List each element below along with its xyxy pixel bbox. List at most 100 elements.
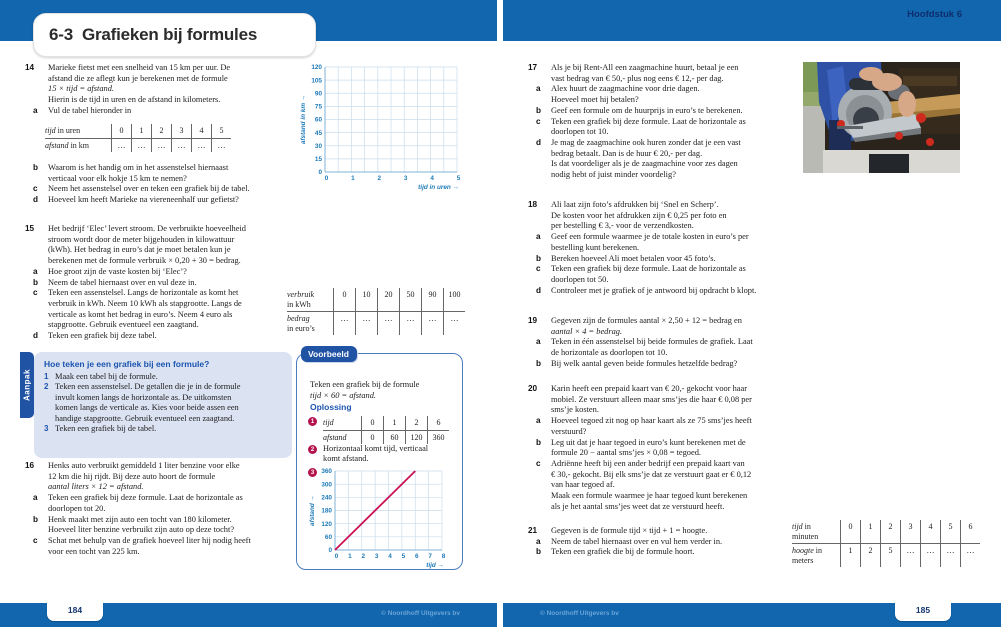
problem-text: Hoeveel liter benzine verbruikt zijn aut…	[48, 525, 235, 535]
problem-row: doorlopen tot 20.	[25, 504, 313, 515]
aanpak-step-line: 2 Teken een assenstelsel. De getallen die…	[44, 382, 282, 392]
voorbeeld-box: Voorbeeld Teken een grafiek bij de formu…	[296, 346, 463, 570]
problem-row: Hoeveel moet hij betalen?	[528, 95, 820, 106]
problem-row: Hierin is de tijd in uren en de afstand …	[25, 95, 305, 106]
problem-text: Je mag de zaagmachine ook huren zonder d…	[551, 137, 741, 147]
problem-row: per bestelling € 3,- voor de verzendkost…	[528, 221, 823, 232]
problem-text: 15 × tijd = afstand.	[48, 84, 114, 94]
problem-row: b Henk maakt met zijn auto een tocht van …	[25, 515, 313, 526]
problem-text: Controleer met je grafiek of je antwoord…	[551, 285, 757, 295]
aanpak-step-line: komen langs de verticale as. Kies voor b…	[44, 403, 282, 413]
problem-row: 15 Het bedrijf ‘Elec’ levert stroom. De v…	[25, 224, 305, 235]
section-number: 6-3	[49, 25, 73, 44]
item-letter: a	[536, 536, 541, 546]
table-21a: tijd in minuten 0 1 2 3 4 5 6 hoogte in meters 1 2 5……	[792, 520, 980, 567]
svg-text:45: 45	[315, 130, 323, 137]
table-cell: 50	[399, 288, 421, 311]
aanpak-step-line: invult komen langs de horizontale as. De…	[44, 393, 282, 403]
problem-row: voor een tocht van 225 km.	[25, 547, 313, 558]
problem-text: voor een tocht van 225 km.	[48, 546, 140, 556]
problem-number: 19	[528, 316, 538, 325]
problem-row: a Alex huurt de zaagmachine voor drie dag…	[528, 84, 820, 95]
problem-text: Gegeven zijn de formules aantal × 2,50 +…	[551, 316, 742, 325]
svg-text:0: 0	[325, 175, 329, 182]
voorbeeld-formula: tijd × 60 = afstand.	[310, 390, 376, 400]
table-row-label: hoogte in meters	[792, 546, 823, 565]
problem-text: verticaal voor elk hokje 15 km te nemen?	[48, 173, 187, 183]
svg-text:15: 15	[315, 156, 323, 163]
problem-text: de horizontale as doorlopen tot 10.	[551, 348, 668, 358]
problem-text: Neem de tabel hiernaast over en vul hem …	[551, 536, 723, 546]
step-text: Maak een tabel bij de formule.	[55, 372, 158, 381]
step-text: invult komen langs de horizontale as. De…	[55, 392, 232, 402]
table-cell: 100	[443, 288, 465, 311]
problem-row: a Geef een formule waarmee je de totale k…	[528, 232, 823, 243]
table-cell: 120	[405, 430, 427, 444]
problem-text: formule 20 − aantal sms’jes × 0,08 = teg…	[551, 448, 701, 458]
table-cell: 60	[383, 430, 405, 444]
problem-row: berekenen met de formule verbruik × 0,20…	[25, 256, 305, 267]
item-letter: c	[536, 116, 541, 126]
problem-row: verticaal voor elk hokje 15 km te nemen?	[25, 174, 313, 185]
problem-text: van haar tegoed af.	[551, 480, 615, 490]
problem-row: aantal × 4 = bedrag.	[528, 327, 823, 338]
step-text: Teken een assenstelsel. De getallen die …	[55, 382, 241, 392]
voorbeeld-solution-label: Oplossing	[310, 402, 352, 412]
problem-row: b Bereken hoeveel Ali moet betalen voor 4…	[528, 254, 823, 265]
item-letter: a	[536, 337, 541, 347]
problem-number: 17	[528, 63, 538, 72]
problem-row: formule 20 − aantal sms’jes × 0,08 = teg…	[528, 448, 823, 459]
problem-text: Het bedrijf ‘Elec’ levert stroom. De ver…	[48, 224, 246, 233]
table-cell: 2	[151, 124, 171, 138]
table-cell: 3	[900, 520, 920, 543]
table-cell: 10	[355, 288, 377, 311]
item-letter: a	[536, 232, 541, 242]
problem-text: bestelling kunt berekenen.	[551, 242, 640, 252]
problem-text: doorlopen tot 10.	[551, 127, 609, 137]
table-cell: …	[355, 312, 377, 335]
table-cell: …	[171, 138, 191, 152]
voorbeeld-table: tijd 0 1 2 6 afstand 0 60 120 360	[323, 416, 449, 444]
item-letter: c	[33, 535, 38, 545]
problem-row: 15 × tijd = afstand.	[25, 84, 305, 95]
problem-row: d Je mag de zaagmachine ook huren zonder …	[528, 138, 820, 149]
table-row-label: tijd in uren	[45, 126, 81, 135]
svg-text:6: 6	[415, 553, 419, 560]
problem-text: Teken een assenstelsel. Langs de horizon…	[48, 288, 239, 298]
svg-text:1: 1	[348, 553, 352, 560]
chart-svg: 0 60 120 180 240 300 360 0 1 2 3 4 5 6 7 8 tijd → afstand…	[309, 468, 446, 569]
svg-text:60: 60	[315, 117, 323, 124]
problem-row: c Teken een assenstelsel. Langs de horizo…	[25, 288, 305, 299]
problem-19: 19 Gegeven zijn de formules aantal × 2,50…	[528, 316, 823, 370]
problem-21: 21 Gegeven is de formule tijd × tijd + 1 …	[528, 526, 790, 558]
problem-text: € 30,- gekocht. Bij elk sms’je dat ze ve…	[551, 469, 752, 479]
table-row: bedrag in euro’s………………	[287, 311, 465, 335]
table-row: afstand 0 60 120 360	[323, 429, 449, 444]
table-cell: 0	[333, 288, 355, 311]
item-letter: c	[536, 458, 541, 468]
svg-text:1: 1	[351, 175, 355, 182]
svg-text:0: 0	[328, 547, 332, 554]
problem-row: afstand die ze aflegt kun je berekenen m…	[25, 74, 305, 85]
table-row-label: afstand in km	[45, 140, 90, 150]
header-band-right	[503, 0, 1001, 41]
svg-text:180: 180	[321, 508, 332, 515]
svg-text:120: 120	[321, 521, 332, 528]
chart-line-series	[334, 470, 416, 551]
table-cell: 6	[960, 520, 980, 543]
problem-row: bedrag betaalt. Dan is de huur € 20,- pe…	[528, 149, 820, 160]
table-row: afstand in km………………	[45, 137, 231, 152]
chapter-label: Hoofdstuk 6	[907, 9, 962, 20]
table-cell: 5	[211, 124, 231, 138]
problem-row: van haar tegoed af.	[528, 480, 823, 491]
aanpak-box: Aanpak Hoe teken je een grafiek bij een …	[20, 352, 292, 458]
problem-row: d Hoeveel km heeft Marieke na viereneenha…	[25, 195, 313, 206]
problem-row: aantal liters × 12 = afstand.	[25, 482, 313, 493]
step-2-badge: 2	[308, 445, 317, 454]
table-cell: 5	[880, 544, 900, 567]
problem-row: 17 Als je bij Rent-All een zaagmachine hu…	[528, 63, 820, 74]
voorbeeld-intro: Teken een grafiek bij de formule tijd × …	[310, 380, 419, 402]
problem-number: 15	[25, 224, 35, 233]
problem-row: c Schat met behulp van de grafiek hoeveel…	[25, 536, 313, 547]
svg-text:60: 60	[325, 534, 333, 541]
